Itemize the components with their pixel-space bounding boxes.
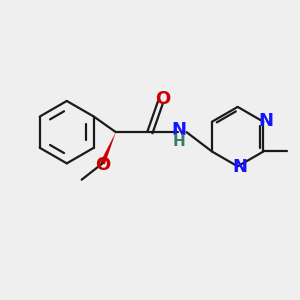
Text: N: N <box>232 158 247 176</box>
Text: O: O <box>95 156 110 174</box>
Polygon shape <box>100 132 116 164</box>
Text: O: O <box>155 90 170 108</box>
Text: N: N <box>171 121 186 139</box>
Text: H: H <box>172 134 185 149</box>
Text: N: N <box>258 112 273 130</box>
